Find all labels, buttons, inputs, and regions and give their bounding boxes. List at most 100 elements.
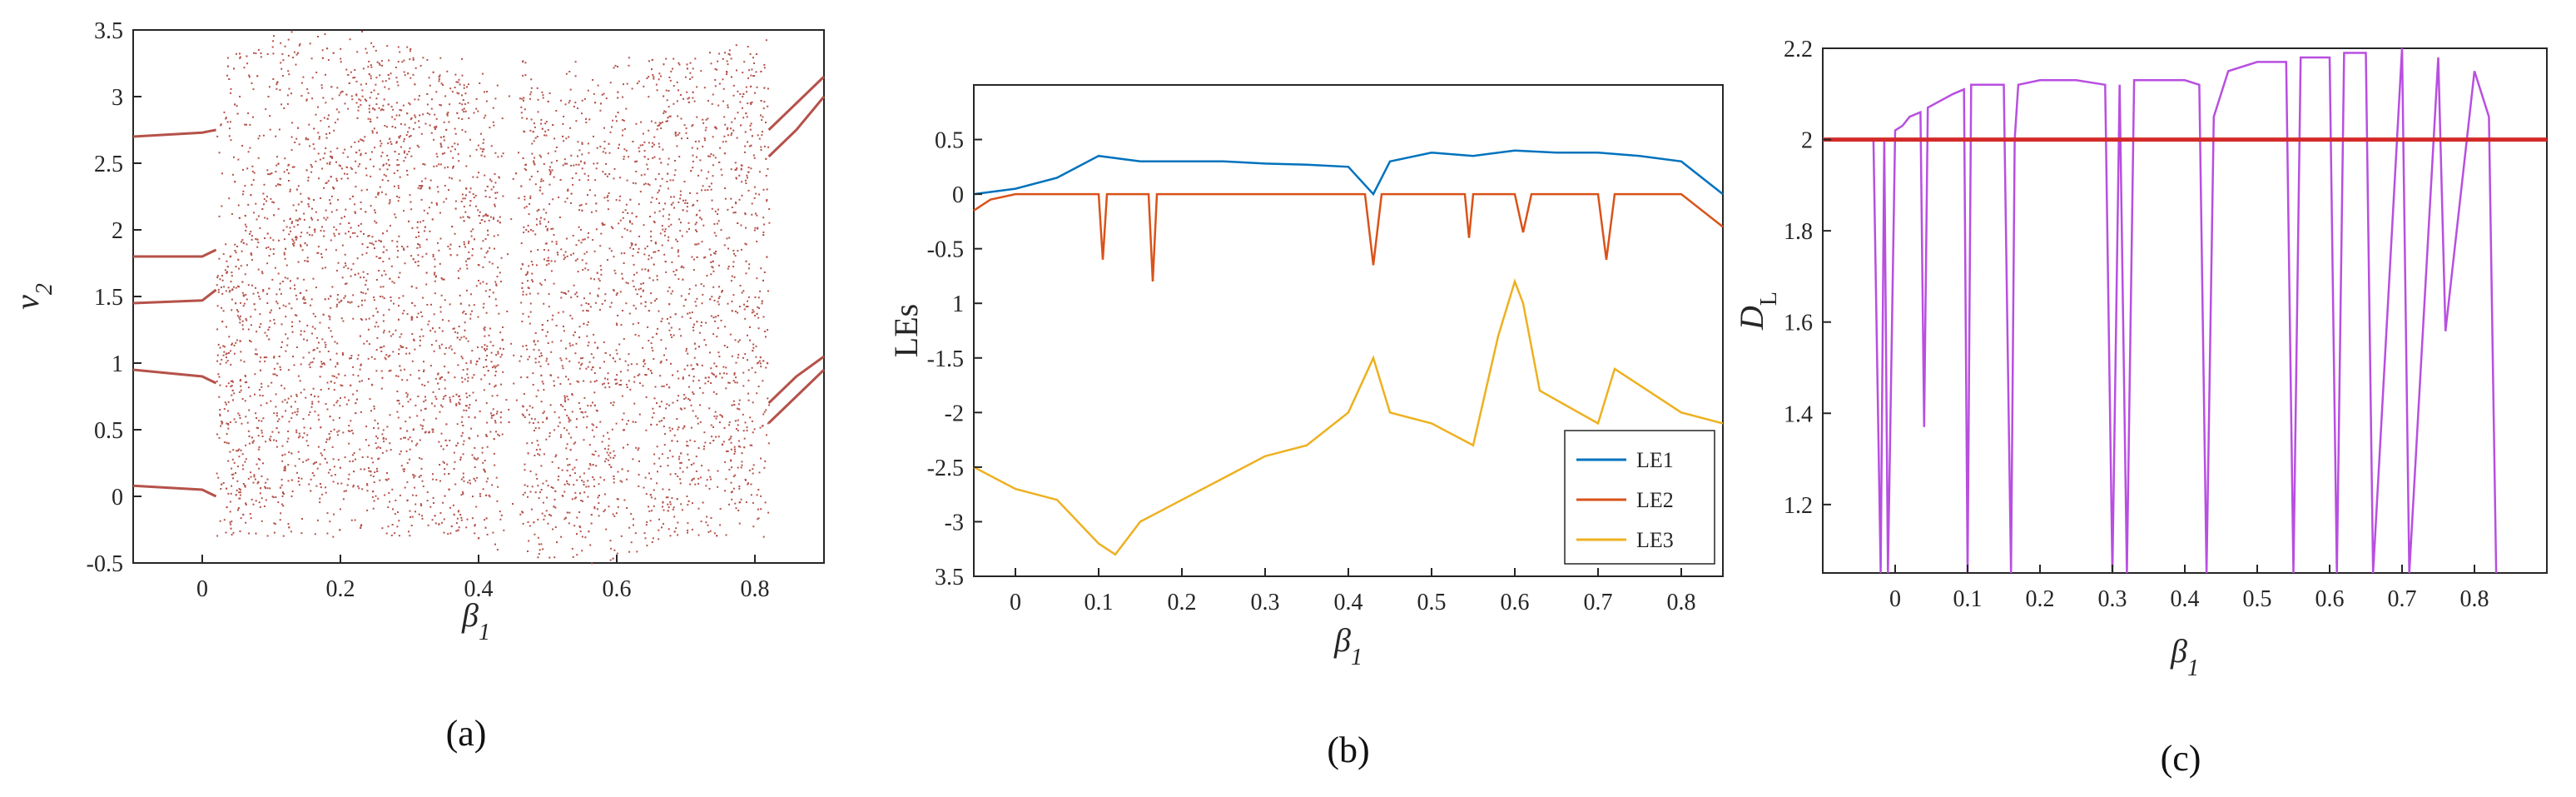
bifurcation-point xyxy=(465,526,468,529)
bifurcation-point xyxy=(392,351,395,353)
bifurcation-point xyxy=(281,454,284,456)
bifurcation-point xyxy=(661,453,663,456)
bifurcation-point xyxy=(710,517,712,519)
bifurcation-point xyxy=(663,95,665,97)
bifurcation-point xyxy=(441,521,444,524)
bifurcation-point xyxy=(578,204,581,207)
bifurcation-point xyxy=(264,217,266,219)
bifurcation-point xyxy=(291,331,294,333)
bifurcation-point xyxy=(344,295,346,297)
bifurcation-point xyxy=(762,234,765,237)
bifurcation-point xyxy=(256,426,258,429)
bifurcation-point xyxy=(330,475,333,477)
bifurcation-point xyxy=(686,466,688,469)
bifurcation-point xyxy=(303,330,305,332)
bifurcation-point xyxy=(288,163,290,166)
bifurcation-point xyxy=(261,420,263,422)
bifurcation-point xyxy=(763,145,766,147)
bifurcation-point xyxy=(217,291,220,293)
bifurcation-point xyxy=(285,305,287,307)
bifurcation-point xyxy=(316,467,319,470)
bifurcation-point xyxy=(342,320,345,322)
bifurcation-point xyxy=(268,86,271,88)
bifurcation-point xyxy=(681,316,683,318)
bifurcation-point xyxy=(270,400,272,402)
bifurcation-point xyxy=(241,250,243,252)
bifurcation-point xyxy=(274,373,276,376)
bifurcation-point xyxy=(350,71,352,73)
bifurcation-point xyxy=(678,278,680,281)
bifurcation-point xyxy=(499,331,502,334)
bifurcation-point xyxy=(330,239,332,242)
bifurcation-point xyxy=(324,341,326,344)
bifurcation-point xyxy=(468,406,470,409)
bifurcation-point xyxy=(463,111,465,113)
bifurcation-point xyxy=(681,235,683,237)
bifurcation-point xyxy=(375,132,378,134)
bifurcation-point xyxy=(287,54,290,57)
bifurcation-point xyxy=(763,271,766,273)
bifurcation-point xyxy=(241,422,243,425)
bifurcation-point xyxy=(405,157,407,159)
bifurcation-point xyxy=(495,304,498,306)
bifurcation-point xyxy=(551,169,553,172)
bifurcation-point xyxy=(271,46,274,48)
bifurcation-point xyxy=(553,234,555,236)
bifurcation-point xyxy=(732,84,735,87)
bifurcation-point xyxy=(236,246,239,247)
bifurcation-point xyxy=(231,467,233,470)
bifurcation-point xyxy=(398,520,400,522)
bifurcation-point xyxy=(715,365,717,367)
bifurcation-point xyxy=(374,419,376,421)
bifurcation-point xyxy=(226,266,229,268)
bifurcation-point xyxy=(535,218,538,221)
bifurcation-point xyxy=(397,511,399,513)
bifurcation-point xyxy=(756,241,758,242)
bifurcation-point xyxy=(682,376,684,379)
bifurcation-point xyxy=(717,104,720,107)
bifurcation-point xyxy=(242,468,245,471)
bifurcation-point xyxy=(576,516,578,519)
bifurcation-point xyxy=(728,381,731,384)
bifurcation-point xyxy=(687,453,689,456)
bifurcation-point xyxy=(386,168,389,171)
bifurcation-point xyxy=(383,173,385,176)
bifurcation-point xyxy=(531,272,534,275)
bifurcation-point xyxy=(376,61,379,63)
bifurcation-point xyxy=(534,427,537,429)
bifurcation-point xyxy=(282,505,285,507)
bifurcation-point xyxy=(683,407,686,410)
bifurcation-point xyxy=(441,278,444,281)
bifurcation-point xyxy=(628,57,630,59)
bifurcation-point xyxy=(300,201,303,203)
bifurcation-point xyxy=(245,503,247,506)
bifurcation-point xyxy=(282,229,285,232)
bifurcation-point xyxy=(757,508,759,511)
bifurcation-point xyxy=(731,498,733,501)
bifurcation-point xyxy=(645,374,648,376)
bifurcation-point xyxy=(223,286,226,288)
bifurcation-point xyxy=(292,240,295,242)
bifurcation-point xyxy=(630,244,633,247)
bifurcation-point xyxy=(676,399,678,401)
bifurcation-point xyxy=(436,186,439,188)
bifurcation-point xyxy=(482,142,484,144)
bifurcation-point xyxy=(633,304,635,306)
bifurcation-point xyxy=(236,480,239,482)
bifurcation-point xyxy=(375,83,377,86)
bifurcation-point xyxy=(386,426,389,428)
bifurcation-point xyxy=(508,95,510,97)
bifurcation-point xyxy=(626,386,628,388)
bifurcation-point xyxy=(380,109,382,112)
bifurcation-point xyxy=(662,501,664,503)
bifurcation-point xyxy=(456,517,459,520)
bifurcation-point xyxy=(529,97,531,100)
bifurcation-point xyxy=(432,478,434,481)
bifurcation-point xyxy=(323,217,325,219)
bifurcation-point xyxy=(418,232,419,233)
bifurcation-point xyxy=(568,418,570,421)
bifurcation-point xyxy=(636,363,638,366)
bifurcation-point xyxy=(710,153,712,155)
bifurcation-point xyxy=(663,426,665,427)
bifurcation-point xyxy=(336,482,339,485)
